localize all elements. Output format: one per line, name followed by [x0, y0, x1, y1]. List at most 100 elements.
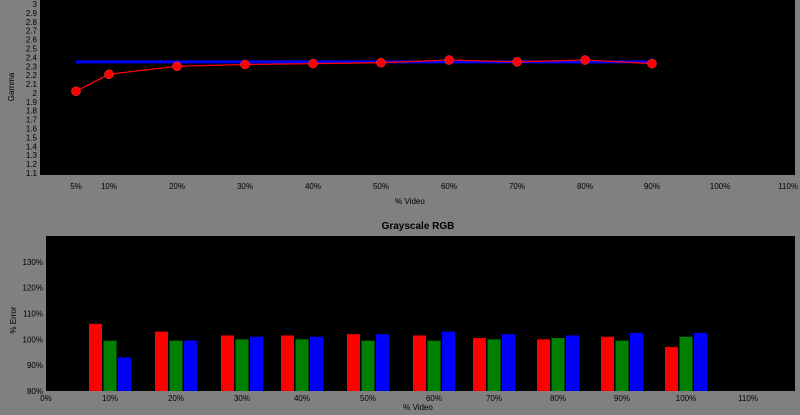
gamma-y-tick-label: 2.7: [26, 27, 38, 36]
grayscale-x-tick-label: 40%: [294, 394, 310, 403]
grayscale-y-tick-label: 110%: [23, 310, 43, 319]
grayscale-bar-green: [487, 339, 501, 391]
grayscale-x-tick-label: 80%: [550, 394, 566, 403]
gamma-y-tick-label: 1.9: [26, 98, 38, 107]
grayscale-x-tick-label: 50%: [360, 394, 376, 403]
gamma-measured-point: [172, 61, 182, 72]
grayscale-bar-red: [413, 335, 426, 391]
gamma-x-tick-label: 40%: [305, 182, 321, 191]
grayscale-x-tick-label: 0%: [40, 394, 52, 403]
grayscale-bar-red: [473, 338, 486, 391]
grayscale-bar-red: [347, 334, 360, 391]
grayscale-bar-green: [427, 340, 441, 391]
gamma-measured-point: [104, 69, 114, 80]
gamma-x-tick-label: 10%: [101, 182, 117, 191]
gamma-x-tick-label: 80%: [577, 182, 593, 191]
gamma-x-tick-label: 20%: [169, 182, 185, 191]
grayscale-bar-blue: [630, 332, 643, 391]
grayscale-bar-blue: [118, 357, 131, 391]
grayscale-x-tick-label: 20%: [168, 394, 184, 403]
gamma-plot-area: [40, 0, 795, 175]
grayscale-bar-blue: [376, 334, 389, 391]
grayscale-y-ticks: 80% 90% 100% 110% 120% 130%: [23, 258, 43, 396]
grayscale-y-tick-label: 100%: [23, 335, 43, 344]
gamma-y-tick-label: 1.4: [26, 142, 38, 151]
grayscale-bar-green: [295, 339, 309, 391]
gamma-x-tick-label: 30%: [237, 182, 253, 191]
gamma-x-tick-label: 70%: [509, 182, 525, 191]
grayscale-bar-red: [281, 335, 294, 391]
gamma-y-tick-label: 1.6: [26, 125, 38, 134]
grayscale-bar-red: [155, 331, 168, 391]
gamma-measured-point: [240, 59, 250, 70]
gamma-measured-point: [71, 86, 81, 96]
gamma-series: [71, 55, 657, 96]
gamma-y-tick-label: 2.1: [26, 80, 38, 89]
gamma-y-tick-label: 2.8: [26, 18, 38, 27]
grayscale-bar-blue: [566, 335, 579, 391]
grayscale-chart-title: Grayscale RGB: [382, 221, 455, 232]
gamma-measured-point: [580, 55, 590, 65]
gamma-measured-point: [647, 58, 657, 69]
gamma-y-tick-label: 2.4: [26, 53, 38, 62]
grayscale-x-ticks: 0% 10% 20% 30% 40% 50% 60% 70% 80% 90% 100% 110%: [40, 394, 758, 403]
gamma-y-tick-label: 2.5: [26, 44, 38, 53]
grayscale-x-tick-label: 30%: [234, 394, 250, 403]
gamma-chart: 1.11.21.31.41.51.61.71.81.922.12.22.32.4…: [7, 0, 798, 206]
grayscale-bar-green: [551, 338, 565, 391]
grayscale-y-tick-label: 90%: [27, 361, 43, 370]
gamma-y-tick-label: 2.6: [26, 36, 38, 45]
gamma-y-tick-label: 1.8: [26, 107, 38, 116]
grayscale-bar-green: [103, 340, 117, 391]
grayscale-bars: [89, 323, 707, 391]
grayscale-x-tick-label: 100%: [676, 394, 696, 403]
grayscale-x-tick-label: 90%: [614, 394, 630, 403]
grayscale-x-tick-label: 110%: [738, 394, 758, 403]
gamma-y-ticks: 1.11.21.31.41.51.61.71.81.922.12.22.32.4…: [26, 0, 38, 178]
grayscale-y-tick-label: 80%: [27, 387, 43, 396]
grayscale-bar-red: [537, 339, 550, 391]
gamma-y-tick-label: 1.7: [26, 116, 38, 125]
gamma-x-tick-label: 110%: [778, 182, 798, 191]
grayscale-bar-green: [169, 340, 183, 391]
grayscale-bar-green: [615, 340, 629, 391]
gamma-y-tick-label: 1.2: [26, 160, 38, 169]
gamma-x-tick-label: 50%: [373, 182, 389, 191]
gamma-x-tick-label: 60%: [441, 182, 457, 191]
gamma-x-ticks: 5% 10% 20% 30% 40% 50% 60% 70% 80% 90% 100% 110%: [70, 182, 798, 191]
grayscale-chart: Grayscale RGB 80% 90% 100% 110% 120% 130% 0% 1…: [9, 221, 795, 412]
grayscale-bar-blue: [502, 334, 515, 391]
gamma-y-axis-label: Gamma: [7, 72, 16, 101]
gamma-x-tick-label: 100%: [710, 182, 730, 191]
gamma-y-tick-label: 2.3: [26, 62, 38, 71]
gamma-measured-point: [512, 57, 522, 67]
grayscale-bar-blue: [310, 336, 323, 391]
grayscale-bar-red: [665, 347, 678, 391]
grayscale-bar-blue: [442, 331, 455, 391]
gamma-x-tick-label: 5%: [70, 182, 82, 191]
grayscale-x-tick-label: 10%: [102, 394, 118, 403]
grayscale-bar-green: [361, 340, 375, 391]
grayscale-bar-blue: [250, 336, 263, 391]
gamma-y-tick-label: 1.3: [26, 151, 38, 160]
gamma-measured-point: [444, 55, 454, 65]
grayscale-bar-red: [601, 336, 614, 391]
grayscale-y-tick-label: 130%: [23, 258, 43, 267]
grayscale-x-tick-label: 60%: [426, 394, 442, 403]
grayscale-bar-red: [221, 335, 234, 391]
grayscale-x-axis-label: % Video: [403, 403, 433, 412]
gamma-y-tick-label: 3: [33, 0, 38, 9]
grayscale-bar-green: [679, 336, 693, 391]
grayscale-bar-green: [235, 339, 249, 391]
gamma-y-tick-label: 2.9: [26, 9, 38, 18]
grayscale-x-tick-label: 70%: [486, 394, 502, 403]
gamma-y-tick-label: 1.5: [26, 133, 38, 142]
gamma-measured-point: [376, 57, 386, 68]
gamma-y-tick-label: 2: [33, 89, 38, 98]
grayscale-bar-red: [89, 323, 102, 391]
grayscale-y-axis-label: % Error: [9, 306, 18, 333]
gamma-y-tick-label: 1.1: [26, 169, 38, 178]
gamma-measured-line: [75, 59, 653, 92]
grayscale-y-tick-label: 120%: [23, 284, 43, 293]
